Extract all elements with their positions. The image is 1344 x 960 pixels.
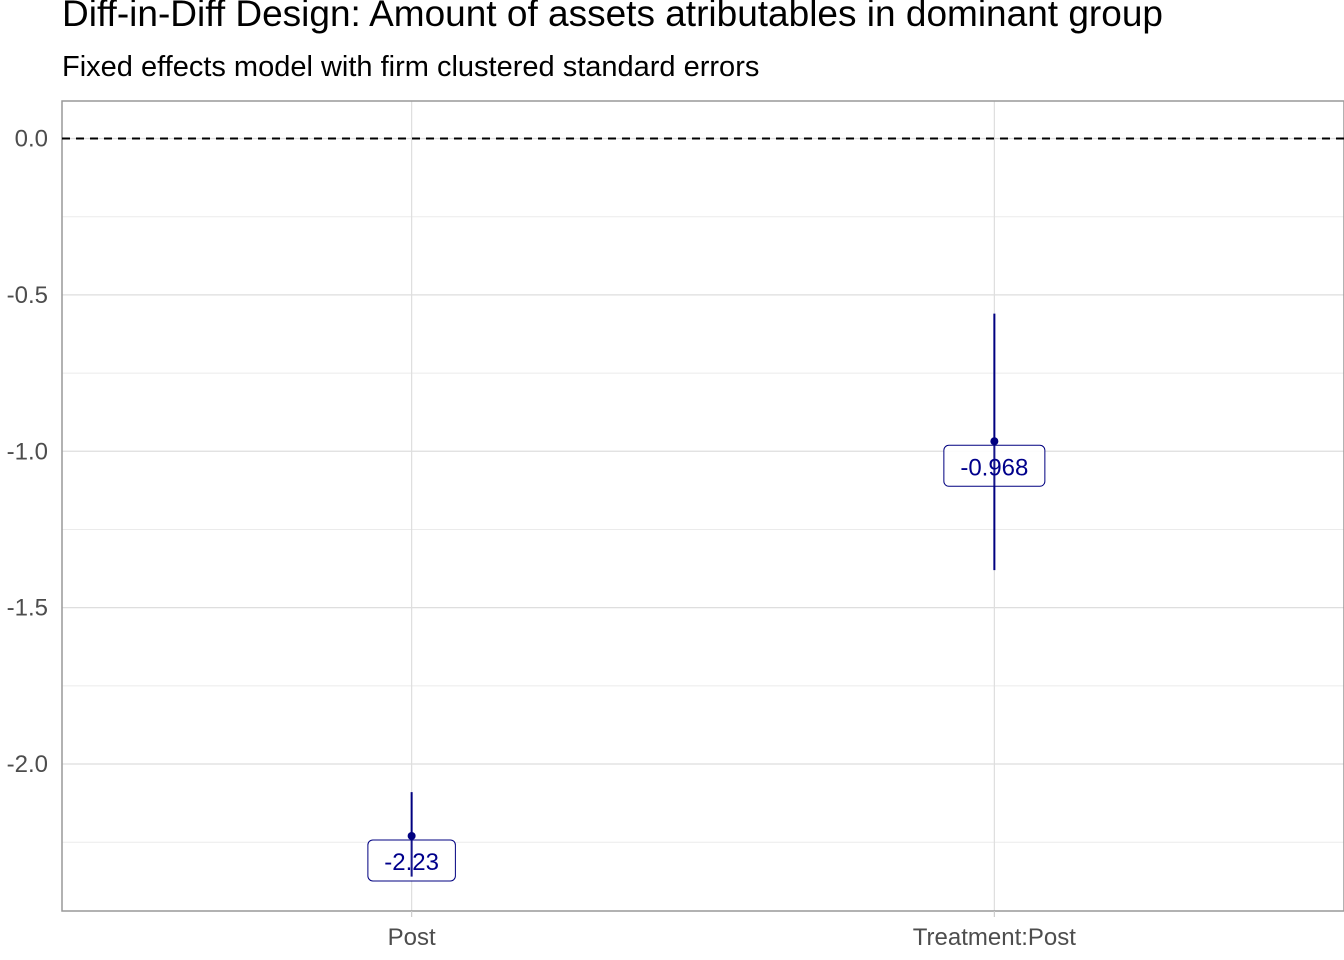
y-tick-label: 0.0 (15, 126, 48, 153)
x-tick-label: Post (388, 924, 436, 951)
x-tick-label: Treatment:Post (913, 924, 1077, 951)
estimate-point (990, 437, 999, 446)
mark-layer: -2.23 -0.968 (62, 137, 1344, 882)
chart-title: Diff-in-Diff Design: Amount of assets at… (62, 0, 1163, 34)
y-tick-label: -1.5 (7, 595, 48, 622)
axis-layer: 0.0 -0.5 -1.0 -1.5 -2.0 Post Treatment:Post (7, 100, 1344, 951)
y-tick-label: -2.0 (7, 751, 48, 778)
chart-subtitle: Fixed effects model with firm clustered … (62, 51, 760, 83)
y-tick-label: -1.0 (7, 438, 48, 465)
panel-border (61, 100, 1344, 912)
estimate-point (407, 831, 416, 840)
y-tick-label: -0.5 (7, 282, 48, 309)
grid-layer (62, 101, 1344, 911)
data-label: -2.23 (384, 849, 439, 876)
data-label: -0.968 (960, 454, 1028, 481)
